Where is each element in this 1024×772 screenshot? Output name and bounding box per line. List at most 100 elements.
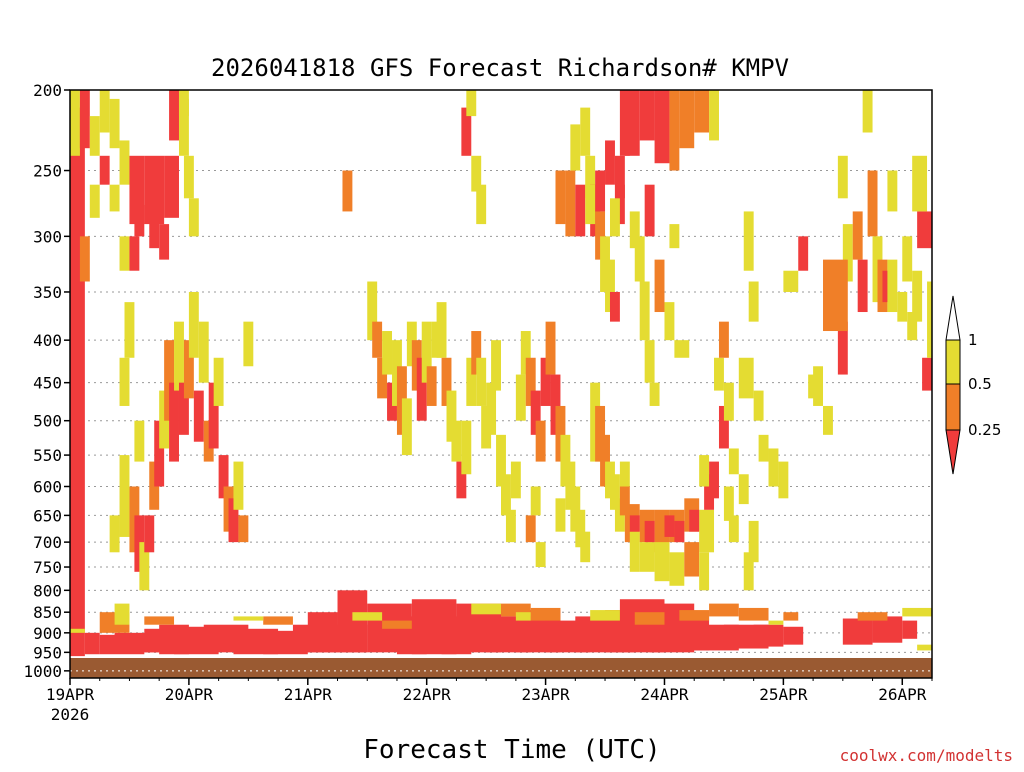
cell-05-1-56	[119, 455, 130, 537]
cell-05-1-167	[600, 236, 610, 292]
cell-05-1-50	[471, 603, 501, 615]
x-axis-label: Forecast Time (UTC)	[363, 735, 660, 765]
cell-05-1-74	[213, 357, 224, 406]
cell-lt-025-73	[208, 382, 219, 449]
cell-025-05-44	[783, 612, 799, 621]
cell-05-1-89	[109, 98, 120, 149]
cell-05-1-194	[629, 211, 640, 249]
cell-05-1-66	[174, 321, 184, 391]
x-tick-label-22APR: 22APR	[403, 685, 452, 704]
cell-05-1-238	[753, 390, 764, 421]
cell-05-1-212	[639, 542, 655, 572]
cell-lt-025-262	[922, 357, 932, 391]
cell-025-05-79	[238, 515, 249, 543]
cell-05-1-188	[644, 340, 655, 383]
ground-surface	[70, 657, 932, 678]
cell-lt-025-77	[228, 498, 239, 543]
cell-025-05-39	[530, 607, 561, 621]
cell-05-1-113	[382, 331, 393, 375]
cell-05-1-80	[119, 357, 130, 406]
cell-lt-025-169	[609, 291, 620, 322]
y-tick-label-750: 750	[33, 558, 62, 577]
cell-05-1-103	[89, 184, 100, 218]
cell-05-1-237	[748, 281, 759, 322]
cell-05-1-85	[70, 90, 80, 156]
cell-05-1-69	[188, 291, 199, 358]
y-tick-label-950: 950	[33, 643, 62, 662]
cell-025-05-203	[619, 486, 630, 516]
cell-05-1-189	[649, 382, 660, 406]
cell-05-1-266	[862, 90, 873, 133]
cell-lt-025-92	[144, 155, 165, 225]
cell-05-1-154	[530, 486, 541, 516]
cell-05-1-211	[629, 531, 640, 572]
cell-05-1-127	[451, 420, 462, 462]
cell-05-1-124	[436, 302, 447, 358]
cell-05-1-160	[471, 155, 482, 192]
cell-lt-025-220	[674, 520, 685, 543]
cell-025-05-42	[709, 603, 739, 617]
cell-025-05-111	[372, 321, 383, 358]
cell-025-05-264	[823, 259, 848, 332]
cell-05-1-100	[188, 198, 199, 237]
cell-05-1-229	[738, 474, 749, 505]
cell-05-1-134	[486, 382, 497, 435]
cell-025-05-109	[342, 170, 353, 212]
cell-05-1-231	[743, 552, 754, 591]
cell-05-1-168	[605, 259, 615, 313]
cell-lt-025-70	[193, 390, 204, 442]
cell-05-1-239	[758, 434, 769, 462]
cell-05-1-51	[515, 612, 531, 621]
cell-05-1-265	[837, 155, 848, 199]
x-tick-label-24APR: 24APR	[640, 685, 689, 704]
cell-05-1-152	[575, 509, 586, 548]
cell-lt-025-114	[387, 382, 397, 421]
cell-lt-025-143	[530, 390, 541, 435]
cell-lt-025-94	[134, 204, 145, 237]
y-tick-label-300: 300	[33, 227, 62, 246]
cell-05-1-246	[823, 405, 833, 435]
cell-025-05-190	[654, 259, 665, 313]
cell-05-1-90	[119, 140, 130, 185]
cell-05-1-108	[178, 90, 189, 117]
cell-025-05-182	[555, 170, 566, 225]
cell-lt-025-33	[902, 620, 918, 639]
cell-025-05-144	[535, 420, 546, 462]
cell-05-1-213	[654, 542, 670, 582]
cell-025-05-254	[877, 259, 888, 313]
cell-lt-025-184	[575, 184, 586, 237]
cell-05-1-98	[178, 98, 189, 156]
y-tick-label-500: 500	[33, 412, 62, 431]
cell-05-1-159	[466, 90, 477, 117]
cell-lt-025-179	[595, 170, 606, 212]
cell-05-1-126	[446, 390, 457, 442]
cell-025-05-148	[555, 405, 566, 462]
cell-05-1-156	[535, 542, 546, 568]
cell-05-1-201	[609, 474, 620, 510]
cell-05-1-71	[198, 321, 209, 383]
cell-05-1-59	[139, 542, 150, 591]
cell-05-1-136	[496, 434, 506, 487]
cell-lt-025-248	[837, 321, 848, 375]
cell-025-05-131	[471, 331, 482, 375]
cell-lt-025-86	[79, 90, 90, 149]
cell-05-1-193	[669, 224, 680, 249]
cell-05-1-49	[352, 612, 383, 621]
cell-05-1-78	[233, 461, 244, 510]
cell-05-1-105	[109, 184, 120, 212]
cell-025-05-68	[183, 340, 194, 399]
cell-05-1-195	[609, 198, 620, 237]
cell-lt-025-218	[644, 520, 655, 543]
cell-05-1-164	[585, 155, 596, 199]
cell-05-1-81	[124, 302, 135, 358]
cell-lt-025-32	[872, 616, 903, 643]
cell-05-1-135	[491, 340, 501, 391]
cell-05-1-130	[466, 357, 477, 406]
cell-05-1-162	[570, 124, 581, 171]
cell-05-1-47	[114, 603, 130, 625]
x-tick-label-19APR: 19APR	[46, 685, 95, 704]
cell-05-1-54	[902, 607, 932, 617]
credit-link[interactable]: coolwx.com/modelts	[840, 746, 1013, 765]
y-tick-label-850: 850	[33, 603, 62, 622]
